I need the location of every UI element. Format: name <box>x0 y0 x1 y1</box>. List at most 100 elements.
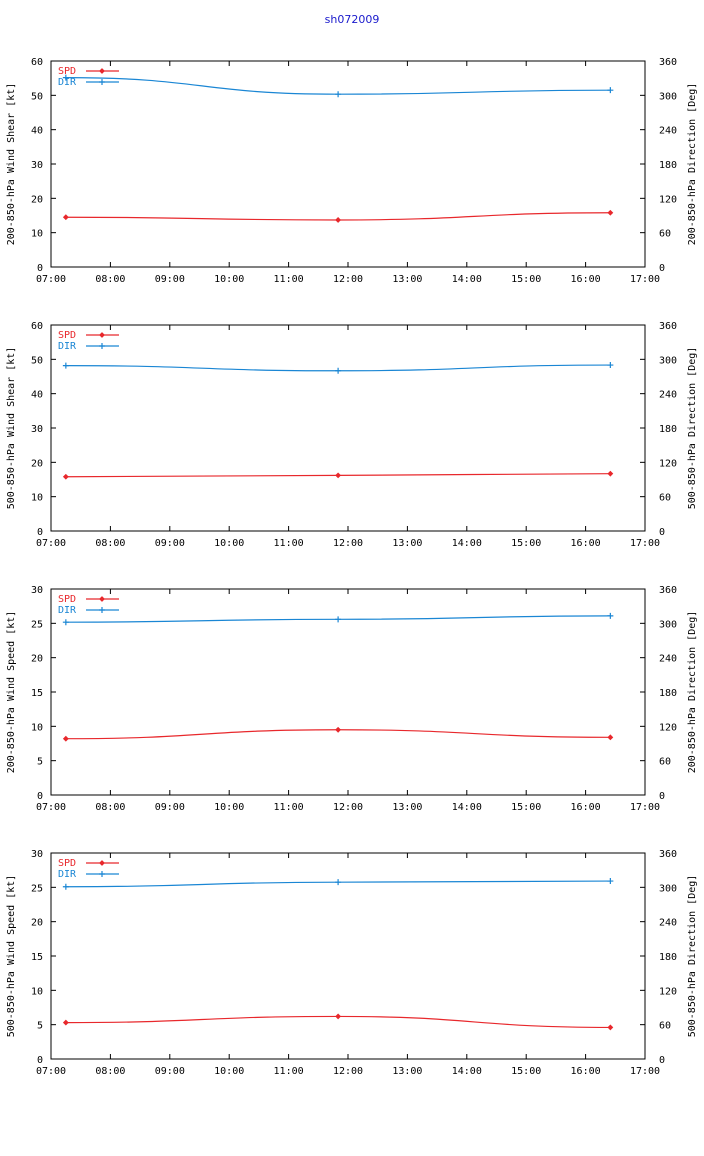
x-tick-label: 16:00 <box>571 802 601 813</box>
y2-tick-label: 0 <box>659 1055 665 1066</box>
x-tick-label: 11:00 <box>274 538 304 549</box>
y2-tick-label: 300 <box>659 619 677 630</box>
data-point-spd <box>62 473 69 480</box>
y2-tick-label: 60 <box>659 757 671 768</box>
y-axis-label: 200-850-hPa Wind Speed [kt] <box>6 611 17 774</box>
legend-marker-dir <box>99 871 105 877</box>
y-axis-label: 500-850-hPa Wind Shear [kt] <box>6 347 17 510</box>
y2-tick-label: 0 <box>659 263 665 274</box>
x-tick-label: 15:00 <box>511 1066 541 1077</box>
y2-tick-label: 60 <box>659 1021 671 1032</box>
data-point-spd <box>62 1019 69 1026</box>
x-tick-label: 10:00 <box>214 802 244 813</box>
legend-marker-spd <box>99 68 105 74</box>
legend-label-spd: SPD <box>58 330 76 341</box>
y2-tick-label: 300 <box>659 91 677 102</box>
x-tick-label: 15:00 <box>511 802 541 813</box>
x-tick-label: 09:00 <box>155 538 185 549</box>
y2-tick-label: 300 <box>659 355 677 366</box>
y-tick-label: 20 <box>31 654 43 665</box>
chart-panel-1: 07:00 08:00 09:00 10:00 11:00 12:00 13:00 14:00… <box>6 57 698 285</box>
x-tick-label: 14:00 <box>452 538 482 549</box>
y2-tick-label: 240 <box>659 918 677 929</box>
y2-tick-label: 120 <box>659 194 677 205</box>
y-axis-label: 500-850-hPa Wind Speed [kt] <box>6 875 17 1038</box>
y-tick-label: 15 <box>31 952 43 963</box>
x-tick-label: 08:00 <box>95 802 125 813</box>
chart-panel-3: 07:00 08:00 09:00 10:00 11:00 12:00 13:00 14:00… <box>6 585 698 813</box>
chart-panel-2: 07:00 08:00 09:00 10:00 11:00 12:00 13:00 14:00… <box>6 321 698 549</box>
data-point-dir <box>62 362 69 369</box>
data-point-spd <box>607 470 614 477</box>
x-tick-label: 17:00 <box>630 274 660 285</box>
x-tick-label: 12:00 <box>333 274 363 285</box>
y2-tick-label: 60 <box>659 493 671 504</box>
x-tick-label: 11:00 <box>274 274 304 285</box>
y2-axis-label: 500-850-hPa Direction [Deg] <box>687 347 698 510</box>
x-tick-label: 07:00 <box>36 802 66 813</box>
data-point-dir <box>62 74 69 81</box>
data-point-dir <box>62 619 69 626</box>
data-point-spd <box>62 735 69 742</box>
y-tick-label: 10 <box>31 493 43 504</box>
y-tick-label: 20 <box>31 458 43 469</box>
y2-axis-label: 200-850-hPa Direction [Deg] <box>687 83 698 246</box>
x-tick-label: 12:00 <box>333 538 363 549</box>
x-tick-label: 08:00 <box>95 1066 125 1077</box>
chart-panel-4: 07:00 08:00 09:00 10:00 11:00 12:00 13:00 14:00… <box>6 849 698 1077</box>
y-axis-label: 200-850-hPa Wind Shear [kt] <box>6 83 17 246</box>
data-point-dir <box>607 87 614 94</box>
x-tick-label: 07:00 <box>36 538 66 549</box>
legend-label-dir: DIR <box>58 605 77 616</box>
legend-marker-dir <box>99 343 105 349</box>
y-tick-label: 0 <box>37 1055 43 1066</box>
page-title: sh072009 <box>324 13 380 26</box>
x-tick-label: 13:00 <box>392 538 422 549</box>
y-tick-label: 20 <box>31 918 43 929</box>
data-point-dir <box>335 367 342 374</box>
data-point-spd <box>607 1024 614 1031</box>
y-tick-label: 60 <box>31 57 43 68</box>
data-point-spd <box>335 726 342 733</box>
y-tick-label: 25 <box>31 619 43 630</box>
y2-tick-label: 360 <box>659 585 677 596</box>
y-tick-label: 40 <box>31 126 43 137</box>
y2-tick-label: 180 <box>659 688 677 699</box>
y2-tick-label: 180 <box>659 424 677 435</box>
y2-tick-label: 360 <box>659 57 677 68</box>
y-tick-label: 5 <box>37 1021 43 1032</box>
legend-label-spd: SPD <box>58 66 76 77</box>
x-tick-label: 14:00 <box>452 1066 482 1077</box>
x-tick-label: 07:00 <box>36 1066 66 1077</box>
x-tick-label: 08:00 <box>95 538 125 549</box>
y-tick-label: 0 <box>37 263 43 274</box>
data-point-spd <box>607 734 614 741</box>
legend-marker-dir <box>99 79 105 85</box>
y2-tick-label: 180 <box>659 952 677 963</box>
x-tick-label: 10:00 <box>214 274 244 285</box>
x-tick-label: 17:00 <box>630 538 660 549</box>
data-point-spd <box>607 209 614 216</box>
y-tick-label: 30 <box>31 849 43 860</box>
data-point-spd <box>335 217 342 223</box>
legend-label-dir: DIR <box>58 77 77 88</box>
y2-tick-label: 240 <box>659 390 677 401</box>
data-point-dir <box>335 879 342 886</box>
y2-tick-label: 120 <box>659 458 677 469</box>
y2-tick-label: 240 <box>659 654 677 665</box>
data-point-dir <box>335 616 342 623</box>
x-tick-label: 13:00 <box>392 802 422 813</box>
x-tick-label: 09:00 <box>155 274 185 285</box>
y2-tick-label: 300 <box>659 883 677 894</box>
y2-tick-label: 360 <box>659 321 677 332</box>
legend-marker-spd <box>99 596 105 602</box>
y-tick-label: 0 <box>37 527 43 538</box>
y-tick-label: 25 <box>31 883 43 894</box>
x-tick-label: 10:00 <box>214 538 244 549</box>
y2-tick-label: 0 <box>659 527 665 538</box>
y2-tick-label: 120 <box>659 722 677 733</box>
legend-marker-dir <box>99 607 105 613</box>
plot-frame <box>50 60 646 268</box>
x-tick-label: 15:00 <box>511 538 541 549</box>
data-point-dir <box>607 612 614 619</box>
